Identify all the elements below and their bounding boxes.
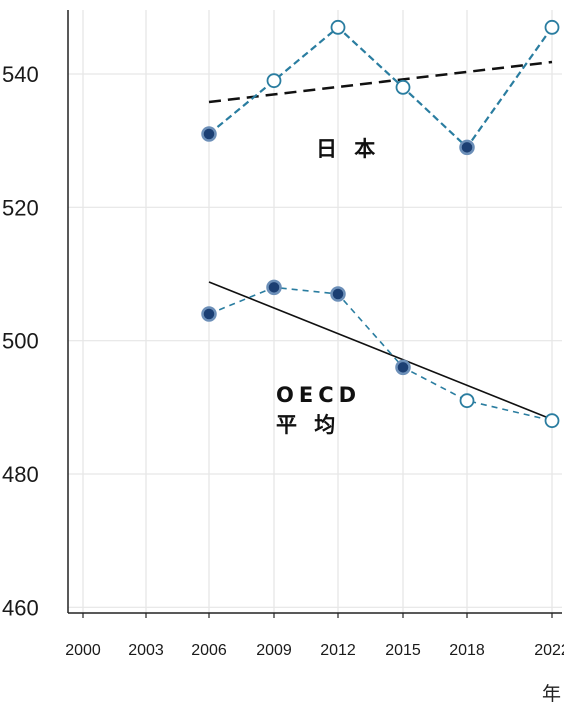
trend-lines <box>208 60 553 421</box>
x-tick-label-2015: 2015 <box>385 642 421 659</box>
series-lines <box>208 25 553 422</box>
series-label-japan: 日 本 <box>316 137 380 161</box>
marker-japan-2006 <box>201 126 217 142</box>
x-tick-label-2006: 2006 <box>191 642 227 659</box>
marker-oecd-2009 <box>266 279 282 296</box>
marker-japan-2015 <box>395 79 411 95</box>
y-tick-label-500: 500 <box>2 329 39 354</box>
x-tick-label-2003: 2003 <box>128 642 164 659</box>
y-tick-label-540: 540 <box>2 62 39 87</box>
x-tick-label-2012: 2012 <box>320 642 356 659</box>
y-tick-labels: 460 480 500 520 540 <box>2 62 39 620</box>
x-tick-labels: 2000 2003 2006 2009 2012 2015 2018 2022 <box>65 642 564 659</box>
marker-oecd-2012 <box>330 286 346 302</box>
marker-japan-2012 <box>330 19 346 35</box>
y-tick-label-520: 520 <box>2 195 39 220</box>
marker-oecd-2018 <box>459 393 475 409</box>
x-tick-label-2022: 2022 <box>534 642 564 659</box>
marker-japan-2009 <box>266 73 282 89</box>
series-label-oecd-line1: OECD <box>276 383 361 407</box>
marker-oecd-2006 <box>201 306 217 322</box>
trend-line-oecd <box>208 281 553 421</box>
marker-oecd-2022 <box>544 413 560 429</box>
grid <box>68 10 562 613</box>
series-line-japan <box>208 25 553 149</box>
x-tick-label-2009: 2009 <box>256 642 292 659</box>
axes <box>67 10 562 618</box>
y-tick-label-460: 460 <box>2 595 39 620</box>
marker-japan-2018 <box>459 139 475 156</box>
trend-line-japan <box>208 60 553 104</box>
series-label-oecd-line2: 平 均 <box>276 413 340 437</box>
series-labels: 日 本 OECD 平 均 <box>276 137 380 437</box>
series-markers <box>201 19 560 429</box>
y-tick-label-480: 480 <box>2 462 39 487</box>
x-tick-label-2018: 2018 <box>449 642 485 659</box>
marker-oecd-2015 <box>395 359 411 376</box>
marker-japan-2022 <box>544 19 560 35</box>
x-tick-label-2000: 2000 <box>65 642 101 659</box>
x-axis-unit: 年 <box>542 683 561 705</box>
series-line-oecd <box>208 286 553 422</box>
